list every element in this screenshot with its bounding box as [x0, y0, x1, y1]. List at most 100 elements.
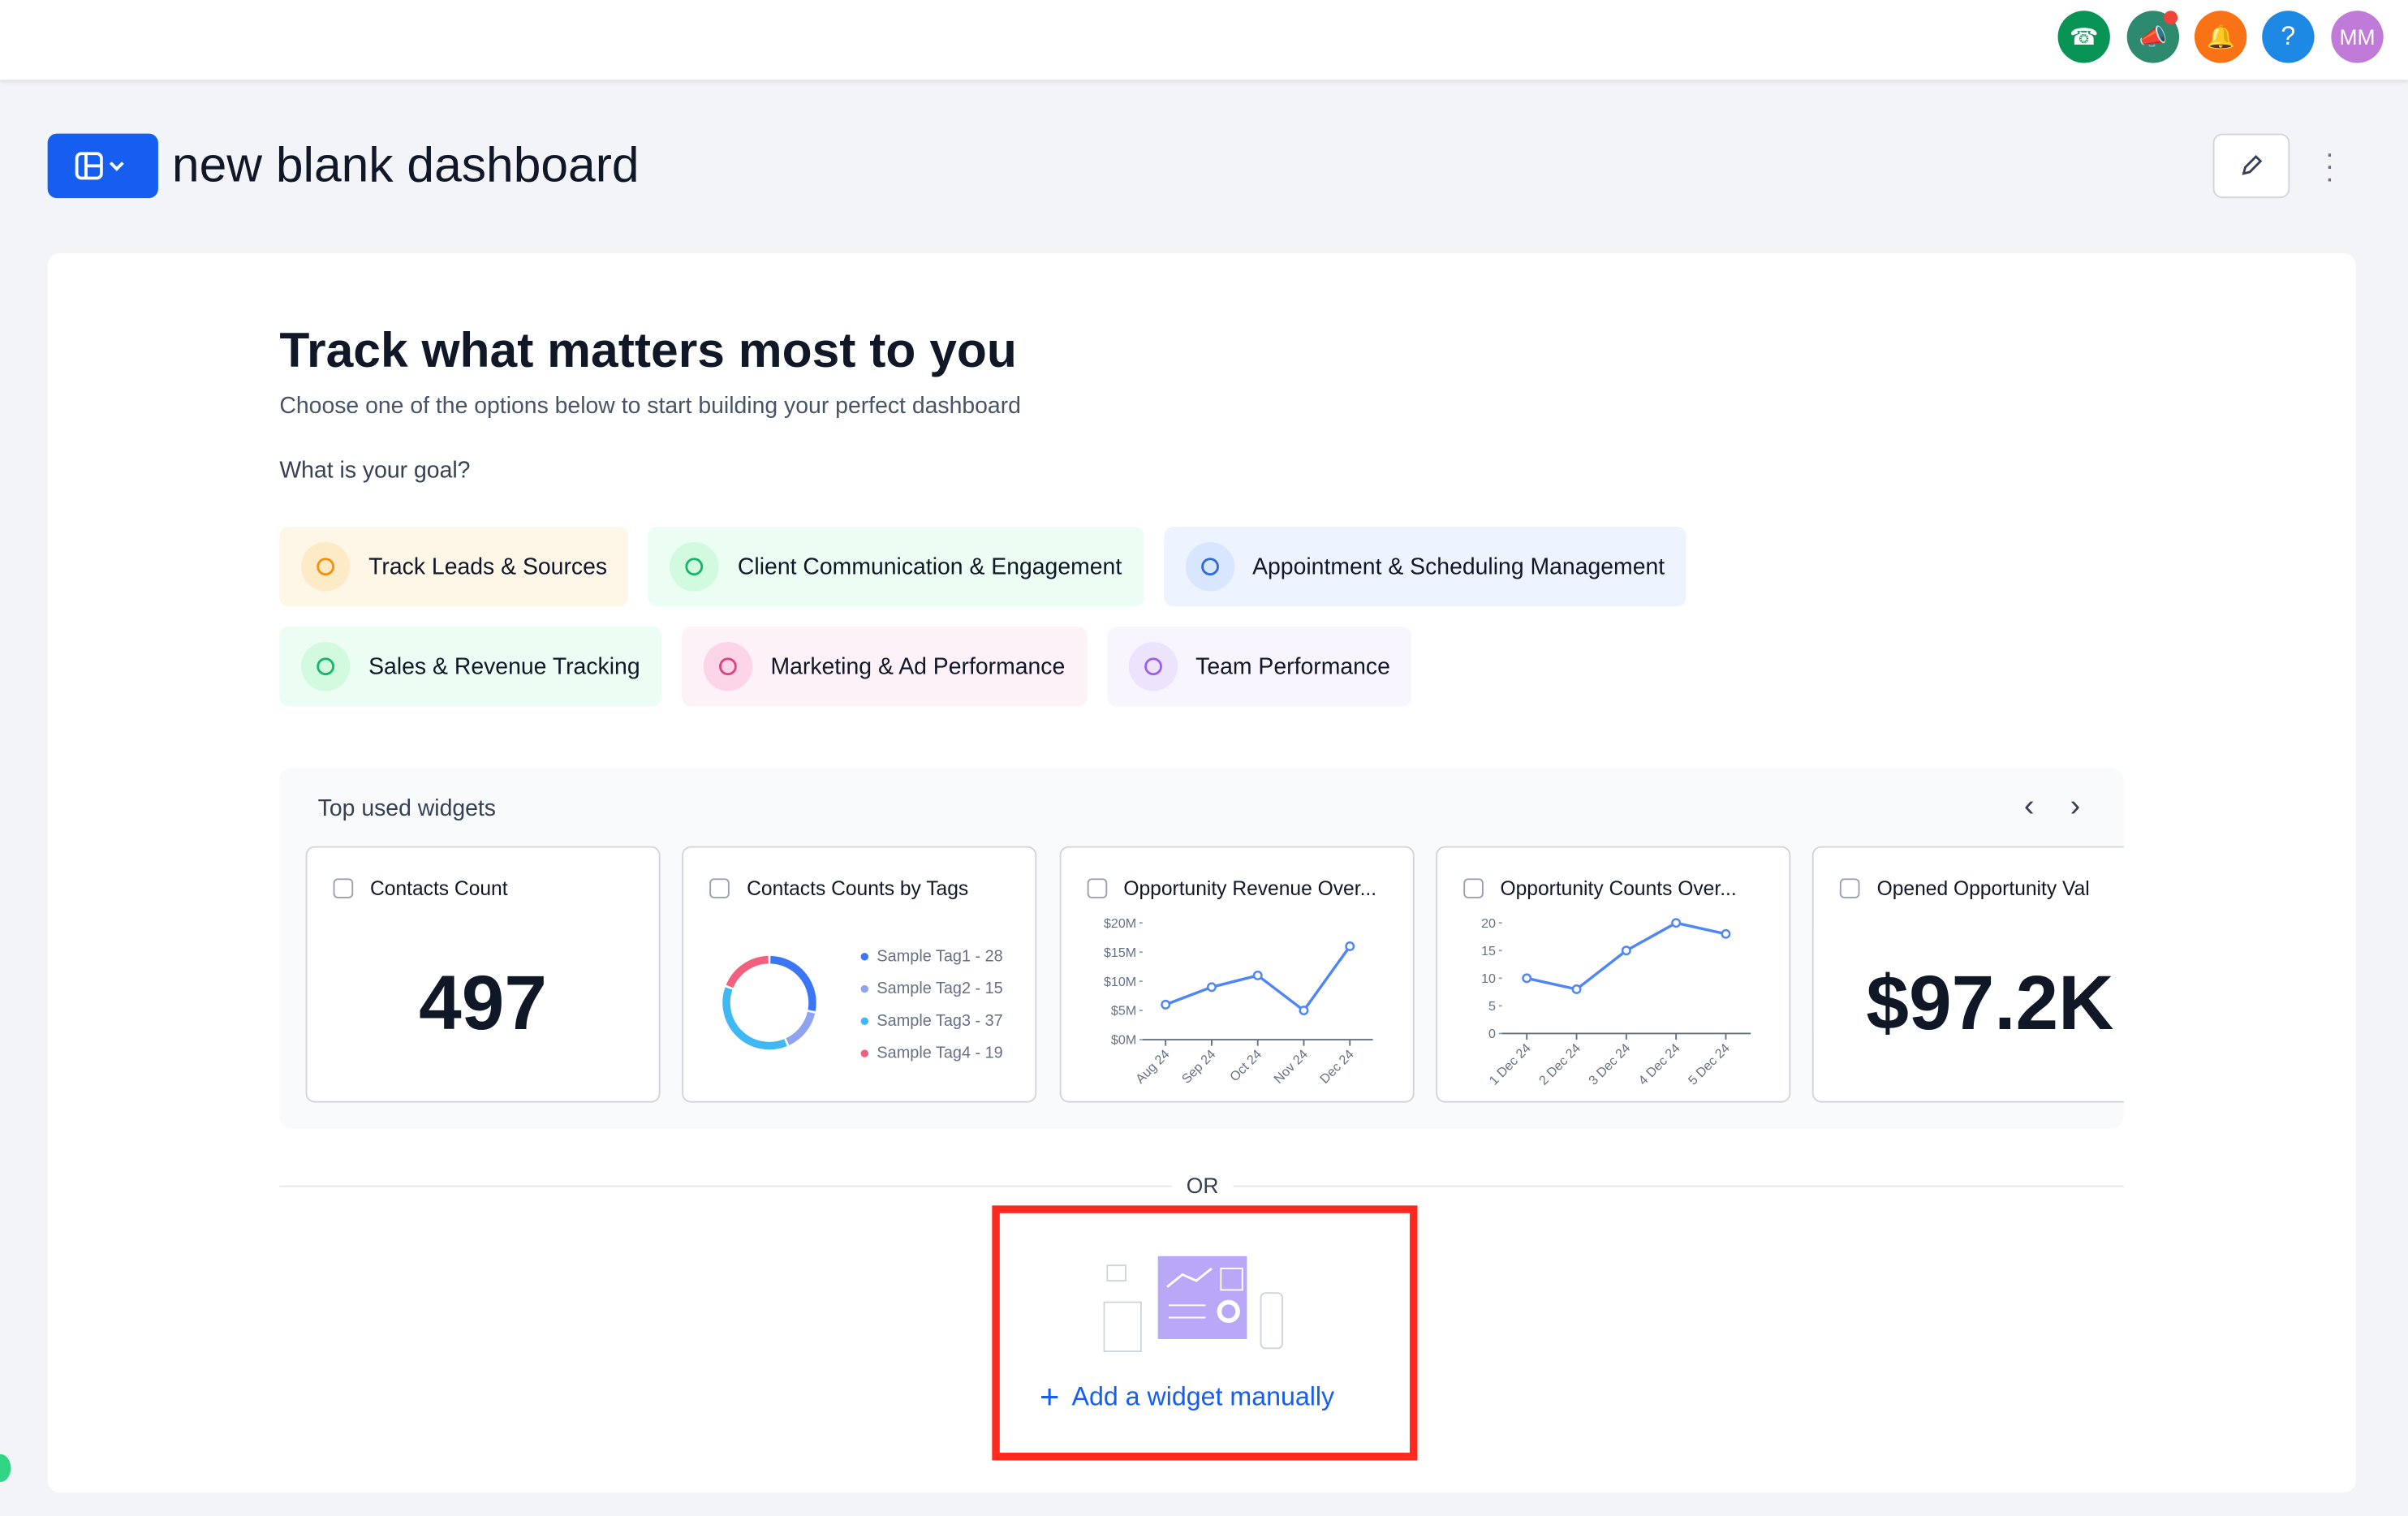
widget-card[interactable]: Contacts Count 497	[305, 846, 661, 1103]
switcher-icon	[75, 152, 124, 180]
x-tick-label: Oct 24	[1226, 1047, 1264, 1084]
line-point	[1621, 945, 1631, 956]
more-button[interactable]: · · ·	[2324, 138, 2335, 194]
or-label: OR	[1171, 1173, 1234, 1198]
widget-checkbox[interactable]	[1463, 878, 1484, 898]
goal-label: Team Performance	[1195, 653, 1390, 680]
widget-checkbox[interactable]	[709, 878, 730, 898]
goal-chip[interactable]: Marketing & Ad Performance	[681, 627, 1087, 707]
avatar[interactable]: MM	[2331, 11, 2384, 63]
line-point	[1251, 970, 1262, 980]
widget-title: Opportunity Counts Over...	[1500, 876, 1737, 900]
x-tick-label: Dec 24	[1316, 1047, 1356, 1087]
prev-button[interactable]: ‹	[2023, 789, 2035, 824]
dashboard-switcher[interactable]	[47, 133, 158, 199]
widget-title: Contacts Count	[370, 876, 508, 900]
y-tick-label: $20M	[1103, 916, 1135, 931]
notifications-button[interactable]: 🔔	[2194, 11, 2247, 63]
x-tick-label: Sep 24	[1178, 1047, 1218, 1087]
add-widget-link[interactable]: + Add a widget manually	[1040, 1377, 1335, 1416]
hero-title: Track what matters most to you	[279, 322, 1017, 378]
widget-checkbox[interactable]	[1840, 878, 1860, 898]
x-tick-label: 3 Dec 24	[1586, 1040, 1633, 1087]
y-tick-label: 10	[1481, 971, 1496, 986]
line-chart: 0 5 10 15 20 1 Dec 24 2 Dec 24 3 Dec 24 4 Dec 24…	[1481, 916, 1751, 1088]
legend-dot	[861, 953, 869, 961]
goal-icon-glyph	[1200, 558, 1218, 576]
legend-label: Sample Tag4 - 19	[877, 1044, 1003, 1062]
goal-icon	[670, 541, 720, 592]
widget-title: Opportunity Revenue Over...	[1123, 876, 1377, 900]
goal-icon-glyph	[317, 657, 335, 676]
x-tick-label: 2 Dec 24	[1536, 1040, 1583, 1087]
line-point	[1522, 973, 1531, 984]
goal-label: Sales & Revenue Tracking	[368, 653, 640, 680]
y-tick-label: $5M	[1110, 1004, 1135, 1019]
donut-segment	[722, 987, 788, 1050]
goal-question: What is your goal?	[279, 457, 471, 485]
line-point	[1160, 999, 1170, 1010]
goal-chip[interactable]: Team Performance	[1106, 627, 1412, 707]
glyph	[718, 657, 737, 676]
y-tick-label: 20	[1481, 916, 1496, 931]
widget-checkbox[interactable]	[1086, 878, 1107, 898]
line-point	[1721, 928, 1731, 939]
legend-dot	[861, 984, 869, 993]
goal-chip[interactable]: Sales & Revenue Tracking	[279, 627, 662, 707]
goal-icon	[1127, 641, 1178, 691]
phone-button[interactable]: ☎	[2057, 11, 2110, 63]
goal-label: Appointment & Scheduling Management	[1252, 553, 1665, 580]
widget-card[interactable]: Contacts Counts by Tags Sample Tag1 - 28 S…	[682, 846, 1037, 1103]
donut-chart: Sample Tag1 - 28 Sample Tag2 - 15 Sample T…	[722, 948, 1003, 1062]
top-widgets-panel: Top used widgets ‹ › Contacts Count 497 Co…	[279, 768, 2124, 1129]
widget-card[interactable]: Opened Opportunity Val $97.2K	[1812, 846, 2124, 1103]
x-tick-label: 1 Dec 24	[1486, 1040, 1533, 1087]
hero-subtitle: Choose one of the options below to start…	[279, 393, 1021, 420]
widget-card[interactable]: Opportunity Counts Over... 0 5 10 15 20 1 Dec …	[1436, 846, 1791, 1103]
donut-segment	[786, 1011, 816, 1045]
goal-icon	[300, 641, 351, 691]
widget-illustration	[1103, 1255, 1283, 1353]
edit-button[interactable]	[2212, 133, 2290, 199]
next-button[interactable]: ›	[2070, 789, 2081, 824]
widget-title: Opened Opportunity Val	[1876, 876, 2090, 900]
donut-segment	[770, 955, 817, 1012]
goal-label: Track Leads & Sources	[368, 553, 608, 580]
goal-chip[interactable]: Appointment & Scheduling Management	[1163, 527, 1686, 607]
x-tick-label: Aug 24	[1132, 1047, 1172, 1087]
line-series	[1526, 921, 1726, 991]
goal-chip[interactable]: Track Leads & Sources	[279, 527, 629, 607]
goal-icon-glyph	[686, 558, 704, 576]
line-chart: $0M $5M $10M $15M $20M Aug 24 Sep 24 Oct 24 Nov …	[1103, 916, 1372, 1087]
goal-chip[interactable]: Client Communication & Engagement	[648, 527, 1144, 607]
announcements-button[interactable]: 📣	[2126, 11, 2180, 63]
y-tick-label: $15M	[1103, 945, 1135, 960]
goal-label: Marketing & Ad Performance	[770, 653, 1066, 680]
line-point	[1571, 984, 1582, 994]
add-widget-text: Add a widget manually	[1071, 1381, 1335, 1411]
kpi-value: $97.2K	[1866, 959, 2114, 1046]
donut-segment	[726, 955, 769, 988]
widget-card[interactable]: Opportunity Revenue Over... $0M $5M $10M $15…	[1058, 846, 1414, 1103]
line-point	[1206, 982, 1217, 993]
status-dot	[0, 1454, 11, 1482]
glyph	[317, 558, 335, 576]
widget-checkbox[interactable]	[333, 878, 354, 898]
x-tick-label: 4 Dec 24	[1635, 1040, 1682, 1087]
legend-label: Sample Tag2 - 15	[877, 980, 1003, 997]
help-button[interactable]: ?	[2262, 11, 2315, 63]
goal-list: Track Leads & Sources Client Communicatio…	[279, 527, 1754, 707]
legend-dot	[861, 1049, 869, 1057]
widget-title: Contacts Counts by Tags	[747, 876, 969, 900]
x-tick-label: Nov 24	[1270, 1047, 1310, 1087]
legend-label: Sample Tag1 - 28	[877, 948, 1003, 966]
y-tick-label: $0M	[1110, 1033, 1135, 1048]
goal-icon	[703, 641, 752, 691]
panel-title: Top used widgets	[317, 795, 497, 822]
goal-icon	[1184, 541, 1234, 592]
y-tick-label: 0	[1488, 1027, 1496, 1041]
y-tick-label: 15	[1481, 944, 1496, 958]
y-tick-label: $10M	[1103, 975, 1135, 989]
y-tick-label: 5	[1488, 999, 1496, 1014]
